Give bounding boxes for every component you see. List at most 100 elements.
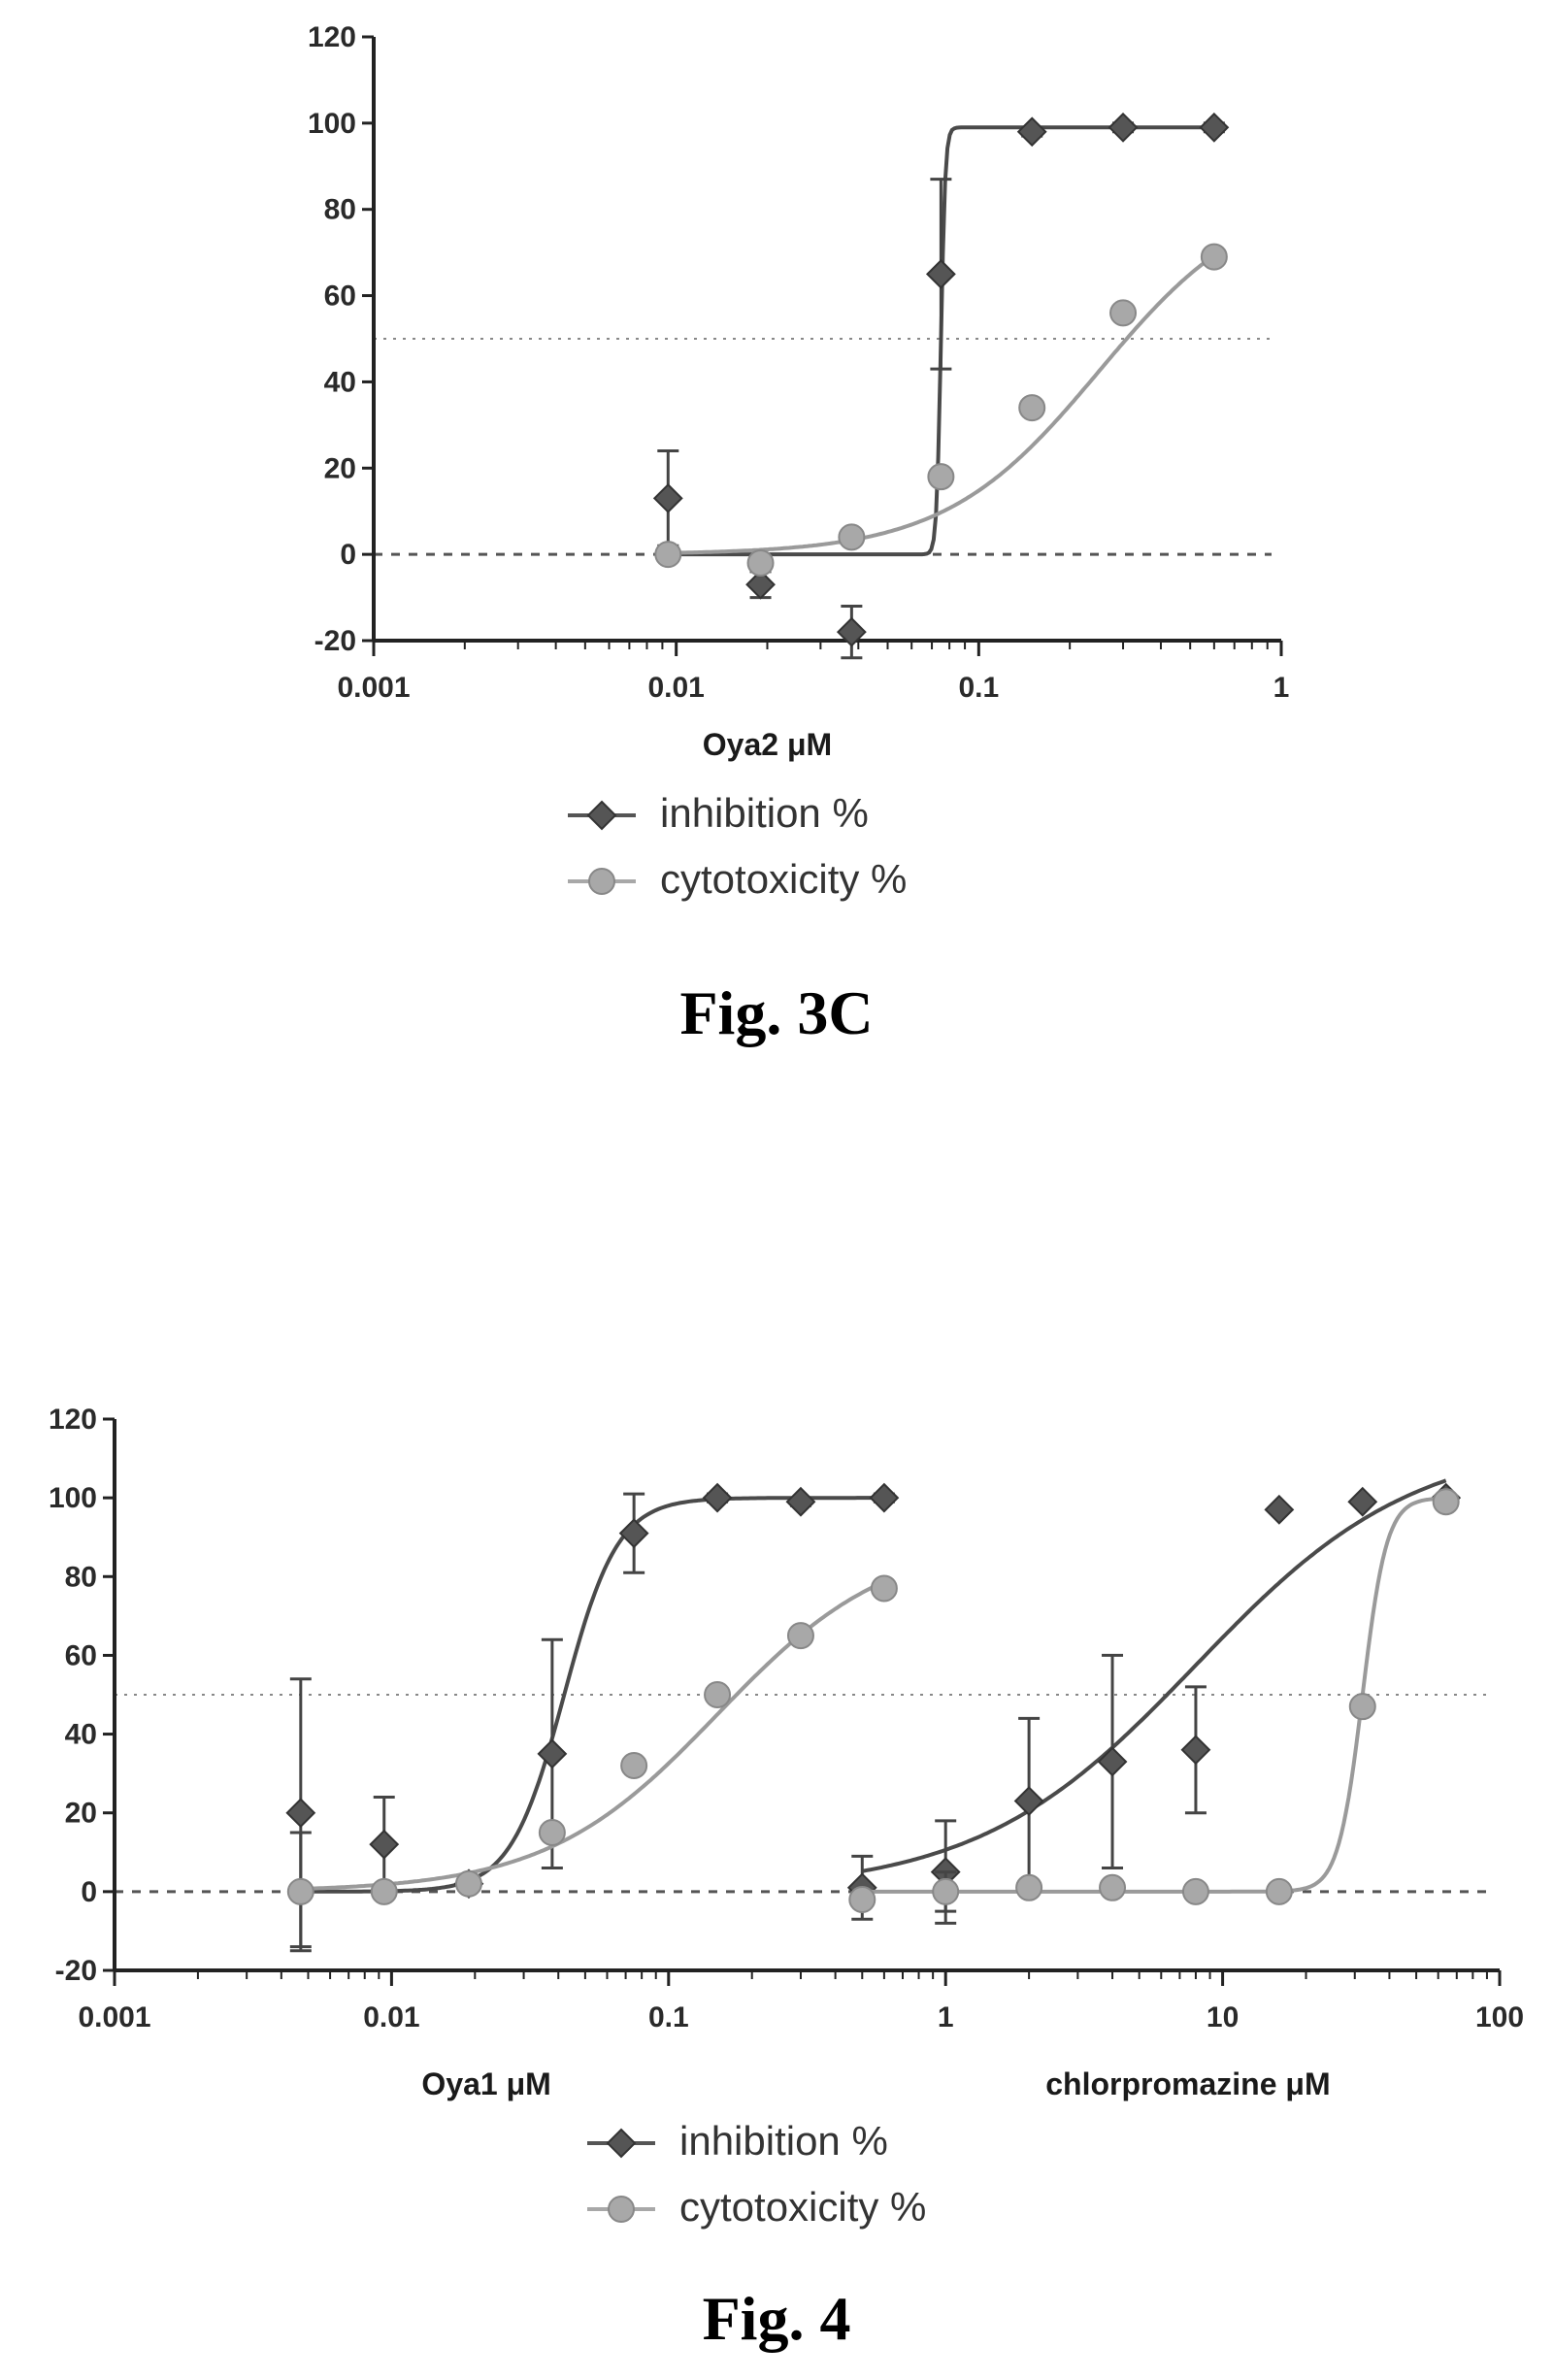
y-tick-label: 0	[81, 1876, 97, 1908]
y-tick-label: 60	[65, 1639, 97, 1671]
figure-caption: Fig. 3C	[679, 978, 873, 1047]
data-point	[786, 1622, 814, 1650]
data-point	[1347, 1486, 1378, 1517]
series-cytotoxicity-	[654, 243, 1228, 578]
y-tick-label: 80	[324, 194, 356, 226]
data-point	[925, 258, 956, 289]
x-tick-label: 100	[1475, 2001, 1524, 2033]
data-point	[869, 1482, 900, 1513]
x-axis-title: Oya1 μM	[421, 2066, 550, 2101]
data-point	[369, 1829, 400, 1860]
series-cytotoxicity-	[848, 1488, 1460, 1913]
data-point	[1432, 1488, 1460, 1516]
figure-caption: Fig. 4	[703, 2284, 851, 2353]
data-point	[1199, 112, 1230, 143]
x-tick-label: 0.1	[648, 2001, 689, 2033]
data-point	[1108, 112, 1139, 143]
data-point	[652, 482, 683, 513]
legend-entry: inhibition %	[568, 790, 869, 836]
legend-label: inhibition %	[679, 2118, 888, 2164]
data-point	[836, 616, 867, 647]
data-point	[538, 1819, 566, 1846]
data-point	[1016, 116, 1047, 148]
data-point	[620, 1752, 648, 1780]
data-point	[1265, 1877, 1293, 1905]
data-point	[848, 1885, 876, 1913]
legend-marker	[588, 868, 615, 895]
y-tick-label: 80	[65, 1561, 97, 1593]
x-tick-label: 1	[938, 2001, 954, 2033]
y-tick-label: 20	[65, 1798, 97, 1830]
legend-marker	[586, 800, 617, 831]
x-tick-label: 1	[1273, 672, 1290, 704]
fit-curve	[662, 253, 1216, 555]
data-point	[1097, 1746, 1128, 1777]
data-point	[537, 1738, 568, 1769]
y-tick-label: 40	[324, 366, 356, 398]
y-tick-label: 20	[324, 452, 356, 484]
data-point	[1180, 1735, 1211, 1766]
data-point	[1013, 1786, 1044, 1816]
data-point	[654, 541, 682, 569]
data-point	[746, 549, 775, 578]
y-tick-label: 100	[308, 108, 356, 140]
fit-curve	[300, 1579, 885, 1891]
data-point	[286, 1877, 314, 1905]
legend-label: cytotoxicity %	[660, 856, 907, 902]
data-point	[927, 463, 955, 491]
x-tick-label: 0.001	[78, 2001, 150, 2033]
y-tick-label: 120	[49, 1404, 97, 1436]
x-axis-title: Oya2 μM	[703, 727, 832, 762]
x-tick-label: 0.01	[647, 672, 704, 704]
x-tick-label: 0.01	[363, 2001, 419, 2033]
data-point	[1109, 299, 1138, 327]
y-tick-label: 100	[49, 1482, 97, 1514]
legend-entry: inhibition %	[587, 2118, 888, 2164]
x-tick-label: 0.001	[337, 672, 410, 704]
y-tick-label: 0	[340, 539, 356, 571]
data-point	[1200, 243, 1228, 271]
data-point	[1348, 1693, 1376, 1721]
fit-curve	[862, 1496, 1446, 1894]
series-inhibition-	[285, 1482, 900, 1949]
data-point	[702, 1482, 733, 1513]
data-point	[618, 1518, 649, 1549]
chart-1: -20 0 20 40 60 80 100 120 0.001 0.01 0.1 1 Oya2 μM in…	[308, 21, 1289, 1047]
data-point	[785, 1486, 816, 1517]
data-point	[1099, 1873, 1127, 1901]
data-point	[745, 569, 776, 600]
legend-label: inhibition %	[660, 790, 869, 836]
y-tick-label: -20	[314, 625, 356, 657]
series-inhibition-	[652, 112, 1230, 660]
data-point	[704, 1681, 732, 1708]
y-tick-label: 120	[308, 21, 356, 53]
data-point	[454, 1869, 482, 1898]
chart-2: -20 0 20 40 60 80 100 120 0.001 0.01 0.1 1 10 100 Oya1…	[49, 1404, 1524, 2353]
fit-curve	[300, 1496, 884, 1894]
data-point	[1015, 1873, 1043, 1901]
data-point	[932, 1877, 960, 1905]
legend-marker	[606, 2128, 637, 2159]
data-point	[370, 1877, 398, 1905]
data-point	[285, 1798, 316, 1829]
data-point	[1264, 1494, 1295, 1525]
x-tick-label: 0.1	[958, 672, 999, 704]
legend-entry: cytotoxicity %	[587, 2184, 926, 2230]
legend-marker	[608, 2196, 635, 2223]
legend-entry: cytotoxicity %	[568, 856, 907, 902]
series-cytotoxicity-	[286, 1574, 898, 1953]
x-axis-title: chlorpromazine μM	[1045, 2066, 1330, 2101]
y-tick-label: 40	[65, 1719, 97, 1751]
data-point	[838, 523, 866, 551]
data-point	[1181, 1877, 1209, 1905]
data-point	[1018, 394, 1046, 422]
data-point	[870, 1574, 898, 1603]
fit-curve	[861, 1478, 1447, 1873]
y-tick-label: 60	[324, 281, 356, 313]
fit-curve	[662, 125, 1214, 557]
y-tick-label: -20	[55, 1955, 97, 1987]
x-tick-label: 10	[1207, 2001, 1239, 2033]
legend-label: cytotoxicity %	[679, 2184, 926, 2230]
